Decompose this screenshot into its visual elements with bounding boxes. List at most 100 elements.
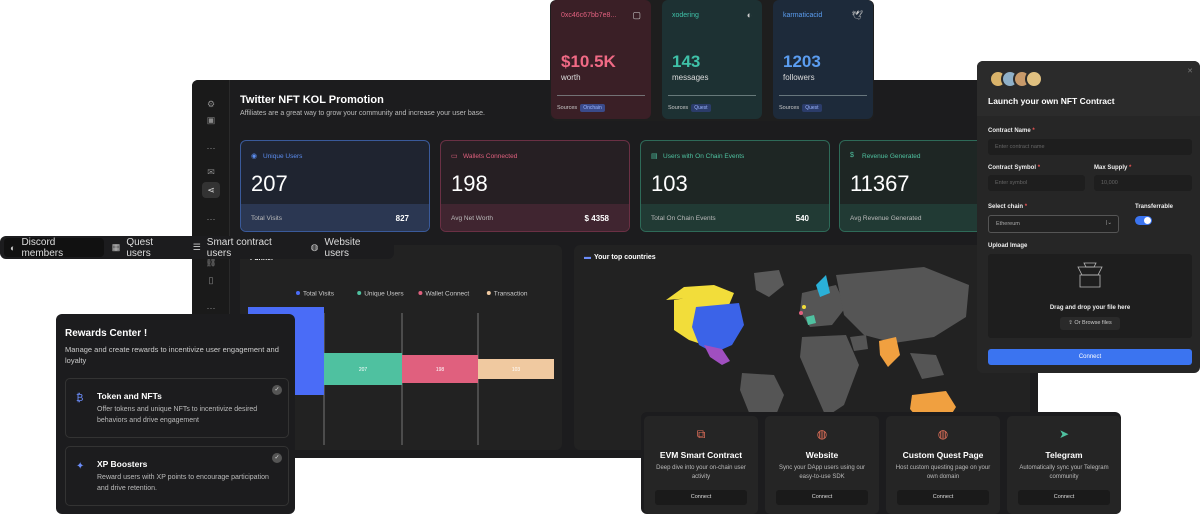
discord-icon: ◐ bbox=[746, 10, 752, 20]
user-icon[interactable]: ▣ bbox=[206, 115, 216, 125]
page-subtitle: Affiliates are a great way to grow your … bbox=[240, 110, 485, 117]
nft-title: Launch your own NFT Contract bbox=[988, 96, 1115, 106]
discord-username: xodering bbox=[672, 12, 699, 19]
metric-unique-users: ◉ Unique Users 207 Total Visits 827 bbox=[240, 140, 430, 232]
wallet-card: 0xc46c67bb7e8... ▢ $10.5K worth Sources O… bbox=[551, 0, 651, 119]
file-icon[interactable]: ▯ bbox=[208, 275, 214, 285]
transferrable-toggle[interactable] bbox=[1135, 216, 1152, 225]
legend-swatch bbox=[418, 291, 423, 295]
card-unit: followers bbox=[783, 73, 815, 82]
dollar-icon: $ bbox=[850, 152, 854, 159]
reward-xp-boosters[interactable]: ✦ XP Boosters Reward users with XP point… bbox=[65, 446, 289, 506]
integration-evm: ⧉ EVM Smart Contract Deep dive into your… bbox=[644, 416, 758, 514]
funnel-value-label: 103 bbox=[512, 367, 521, 373]
integration-description: Sync your DApp users using our easy-to-u… bbox=[778, 465, 866, 480]
card-sources: Sources Onchain bbox=[557, 104, 605, 112]
upload-label: Upload Image bbox=[988, 243, 1028, 249]
close-icon[interactable]: ✕ bbox=[1187, 68, 1193, 75]
share-icon[interactable]: ⋖ bbox=[202, 182, 220, 198]
wallet-icon: ▭ bbox=[451, 153, 458, 160]
card-sources: Sources Quest bbox=[779, 104, 822, 112]
check-icon[interactable]: ✓ bbox=[272, 385, 282, 395]
integration-title: Custom Quest Page bbox=[902, 450, 984, 460]
more-icon[interactable]: ⋯ bbox=[206, 214, 216, 224]
rewards-description: Manage and create rewards to incentivize… bbox=[65, 345, 279, 365]
eye-icon: ◉ bbox=[251, 153, 258, 160]
avatar bbox=[1025, 70, 1043, 88]
browse-files-button[interactable]: ⇪ Or Browse files bbox=[1060, 317, 1120, 330]
more-icon[interactable]: ⋯ bbox=[206, 143, 216, 153]
connect-website-button[interactable]: Connect bbox=[776, 490, 868, 505]
card-value: $10.5K bbox=[561, 52, 616, 71]
legend-label: Total Visits bbox=[303, 291, 335, 298]
card-sources: Sources Quest bbox=[668, 104, 711, 112]
metric-foot-label: Total Visits bbox=[251, 215, 282, 222]
metric-label: Wallets Connected bbox=[463, 153, 518, 160]
contract-name-input[interactable]: Enter contract name bbox=[988, 139, 1192, 155]
globe-icon: ◍ bbox=[937, 427, 949, 441]
card-unit: messages bbox=[672, 73, 709, 82]
source-badge: Onchain bbox=[580, 104, 605, 112]
symbol-input[interactable]: Enter symbol bbox=[988, 175, 1085, 191]
tab-website-users[interactable]: ◍ Website users bbox=[310, 236, 361, 259]
bitcoin-icon: ₿ bbox=[76, 393, 84, 404]
check-icon[interactable]: ✓ bbox=[272, 453, 282, 463]
metric-value: 207 bbox=[251, 171, 288, 196]
integration-title: Telegram bbox=[1045, 450, 1083, 460]
connect-evm-button[interactable]: Connect bbox=[655, 490, 747, 505]
funnel-value-label: 207 bbox=[359, 367, 368, 373]
metric-foot-value: 540 bbox=[795, 214, 809, 223]
chain-select[interactable]: Ethereum |⌄ bbox=[988, 215, 1119, 233]
tab-discord-members[interactable]: ◐ Discord members bbox=[4, 237, 104, 259]
reward-description: Reward users with XP points to encourage… bbox=[97, 474, 269, 492]
connect-telegram-button[interactable]: Connect bbox=[1018, 490, 1110, 505]
rewards-title: Rewards Center ! bbox=[65, 328, 148, 339]
metric-foot-label: Avg Revenue Generated bbox=[850, 215, 922, 222]
globe-icon: ◍ bbox=[310, 242, 319, 252]
chevron-down-icon: |⌄ bbox=[1105, 220, 1112, 226]
legend-swatch bbox=[296, 291, 300, 295]
metric-foot-value: 827 bbox=[395, 214, 409, 223]
integration-title: EVM Smart Contract bbox=[659, 450, 743, 460]
wallet-icon: ▢ bbox=[632, 10, 641, 20]
discord-card: xodering ◐ 143 messages Sources Quest bbox=[662, 0, 762, 119]
twitter-icon: 🕊 bbox=[851, 10, 863, 20]
connect-quest-page-button[interactable]: Connect bbox=[897, 490, 989, 505]
integration-website: ◍ Website Sync your DApp users using our… bbox=[765, 416, 879, 514]
nft-contract-panel: ✕ Launch your own NFT Contract Contract … bbox=[977, 61, 1200, 373]
integration-title: Website bbox=[805, 450, 839, 460]
card-unit: worth bbox=[561, 73, 581, 82]
integration-telegram: ➤ Telegram Automatically sync your Teleg… bbox=[1007, 416, 1121, 514]
connect-button[interactable]: Connect bbox=[988, 349, 1192, 365]
metric-label: Users with On Chain Events bbox=[663, 153, 745, 160]
discord-icon: ◐ bbox=[10, 242, 16, 253]
legend-swatch bbox=[357, 291, 362, 295]
map-usa bbox=[692, 303, 744, 353]
tab-quest-users[interactable]: ▦ Quest users bbox=[111, 236, 153, 259]
max-supply-input[interactable]: 10,000 bbox=[1094, 175, 1192, 191]
profile-cards: 0xc46c67bb7e8... ▢ $10.5K worth Sources O… bbox=[550, 0, 874, 121]
legend-swatch bbox=[486, 291, 491, 295]
twitter-card: karmaticacid 🕊 1203 followers Sources Que… bbox=[773, 0, 873, 119]
metric-label: Unique Users bbox=[263, 153, 303, 160]
tab-smart-contract-users[interactable]: ☰ Smart contract users bbox=[192, 236, 272, 259]
legend-label: Wallet Connect bbox=[425, 291, 469, 298]
metric-foot-label: Total On Chain Events bbox=[651, 215, 716, 222]
metric-foot-label: Avg Net Worth bbox=[451, 215, 494, 222]
transferrable-label: Transferrable bbox=[1135, 204, 1174, 210]
integrations-panel: ⧉ EVM Smart Contract Deep dive into your… bbox=[641, 412, 1121, 514]
mail-icon[interactable]: ✉ bbox=[207, 167, 215, 177]
metric-value: 103 bbox=[651, 171, 688, 196]
integration-description: Host custom questing page on your own do… bbox=[895, 465, 991, 480]
contract-icon: ⧉ bbox=[696, 427, 706, 441]
metric-value: 198 bbox=[451, 171, 488, 196]
twitter-username: karmaticacid bbox=[783, 12, 823, 19]
contract-name-label: Contract Name * bbox=[988, 128, 1035, 134]
upload-dropzone[interactable]: Drag and drop your file here ⇪ Or Browse… bbox=[988, 254, 1192, 338]
settings-icon[interactable]: ⚙ bbox=[206, 99, 216, 109]
link-icon[interactable]: ⛓ bbox=[205, 257, 217, 267]
quest-icon: ▦ bbox=[111, 242, 121, 252]
reward-token-nfts[interactable]: ₿ Token and NFTs Offer tokens and unique… bbox=[65, 378, 289, 438]
more-icon[interactable]: ⋯ bbox=[206, 303, 216, 313]
metric-value: 11367 bbox=[850, 171, 910, 196]
